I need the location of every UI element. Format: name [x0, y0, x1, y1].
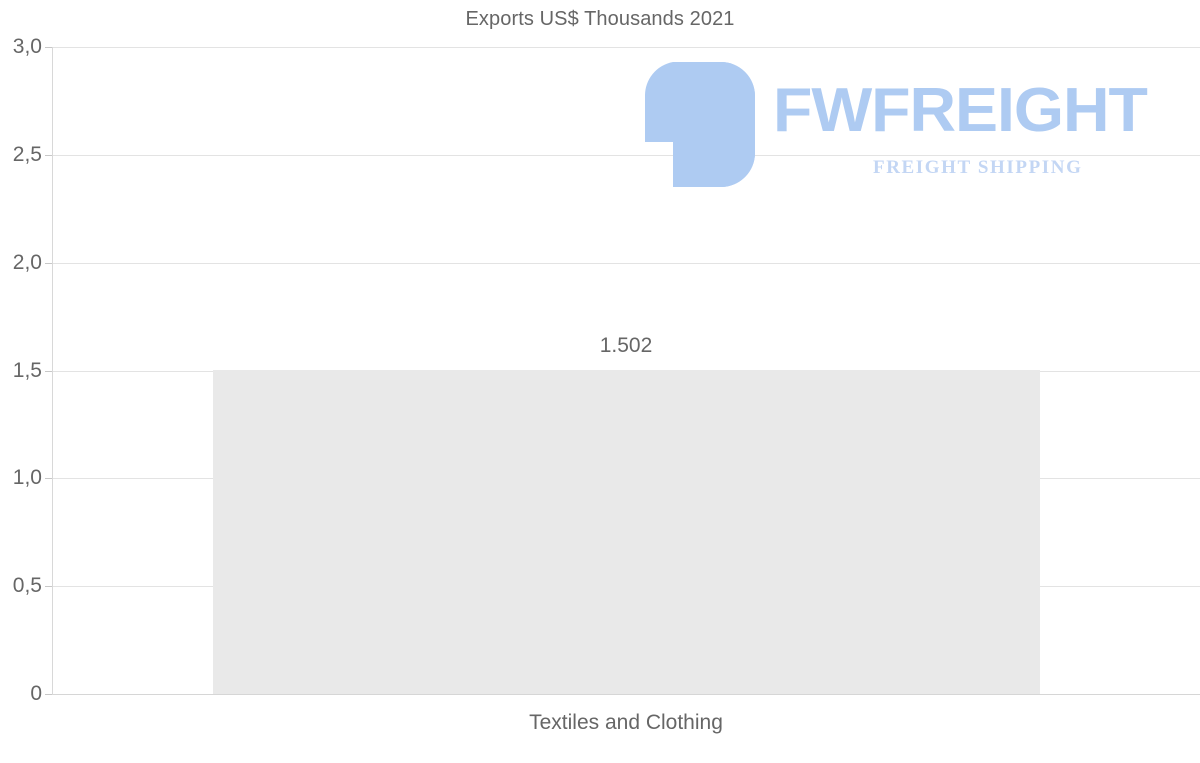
- y-axis-tick: [45, 586, 52, 587]
- y-axis-tick: [45, 47, 52, 48]
- y-axis-line: [52, 47, 53, 695]
- chart-title: Exports US$ Thousands 2021: [465, 8, 735, 30]
- y-axis-tick-label: 1,0: [12, 466, 42, 489]
- bar[interactable]: [213, 370, 1040, 694]
- y-axis-tick-label: 2,5: [12, 143, 42, 166]
- gridline: [52, 263, 1200, 264]
- y-axis-tick-label: 0,5: [12, 574, 42, 597]
- y-axis-tick: [45, 478, 52, 479]
- y-axis-tick: [45, 694, 52, 695]
- y-axis-tick-label: 0: [30, 682, 42, 705]
- gridline: [52, 155, 1200, 156]
- y-axis-tick: [45, 263, 52, 264]
- gridline: [52, 694, 1200, 695]
- y-axis-tick: [45, 371, 52, 372]
- y-axis-tick-label: 3,0: [12, 35, 42, 58]
- gridline: [52, 47, 1200, 48]
- y-axis-tick-label: 2,0: [12, 251, 42, 274]
- y-axis-tick: [45, 155, 52, 156]
- x-axis-category-label: Textiles and Clothing: [529, 711, 723, 734]
- bar-value-label: 1.502: [599, 334, 653, 357]
- y-axis-tick-label: 1,5: [12, 359, 42, 382]
